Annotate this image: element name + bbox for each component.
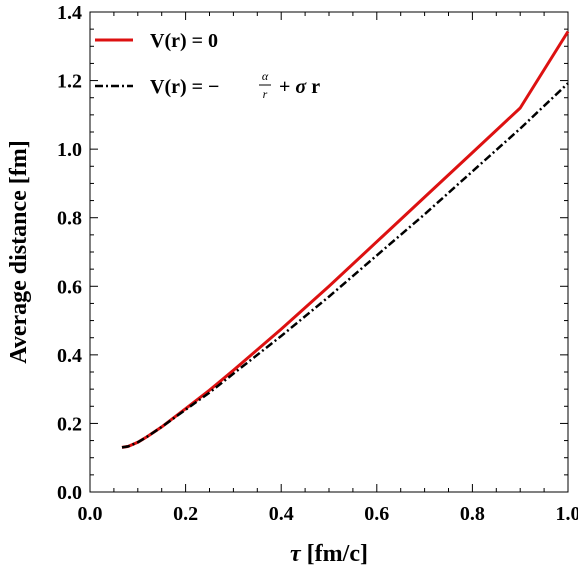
x-tick-labels: 0.0 0.2 0.4 0.6 0.8 1.0: [78, 503, 578, 525]
x-tick-label: 0.4: [269, 503, 294, 525]
x-axis-title: τ [fm/c]: [290, 541, 368, 567]
legend-label-cornell-rhs: + σ r: [274, 76, 320, 98]
x-tick-label: 0.2: [173, 503, 198, 525]
y-tick-label: 1.0: [57, 139, 82, 161]
y-tick-label: 1.2: [57, 71, 82, 93]
series-layer: [121, 30, 570, 449]
y-tick-label: 0.8: [57, 208, 82, 230]
x-tick-label: 0.8: [460, 503, 485, 525]
legend-sigma: σ: [295, 76, 307, 98]
y-tick-labels: 0.0 0.2 0.4 0.6 0.8 1.0 1.2 1.4: [57, 2, 82, 504]
x-tick-label: 1.0: [556, 503, 578, 525]
axis-ticks: [89, 11, 569, 493]
y-tick-label: 1.4: [57, 2, 82, 24]
y-tick-label: 0.0: [57, 482, 82, 504]
x-tick-label: 0.6: [364, 503, 389, 525]
y-axis-title: Average distance [fm]: [6, 140, 32, 363]
legend-label-cornell-lhs: V(r) = −: [150, 76, 219, 98]
y-tick-label: 0.4: [57, 345, 82, 367]
y-tick-label: 0.2: [57, 413, 82, 435]
legend: V(r) = 0 V(r) = − α r + σ r: [95, 30, 320, 101]
y-tick-label: 0.6: [57, 276, 82, 298]
x-tick-label: 0.0: [78, 503, 103, 525]
x-axis-symbol: τ: [290, 541, 302, 567]
x-axis-unit: [fm/c]: [301, 541, 368, 567]
legend-tail: r: [306, 76, 320, 98]
legend-op: +: [274, 76, 295, 98]
series-line-cornell: [121, 82, 569, 449]
legend-frac-den: r: [263, 87, 268, 101]
legend-label-v0: V(r) = 0: [150, 30, 218, 52]
legend-frac-num: α: [262, 69, 269, 83]
